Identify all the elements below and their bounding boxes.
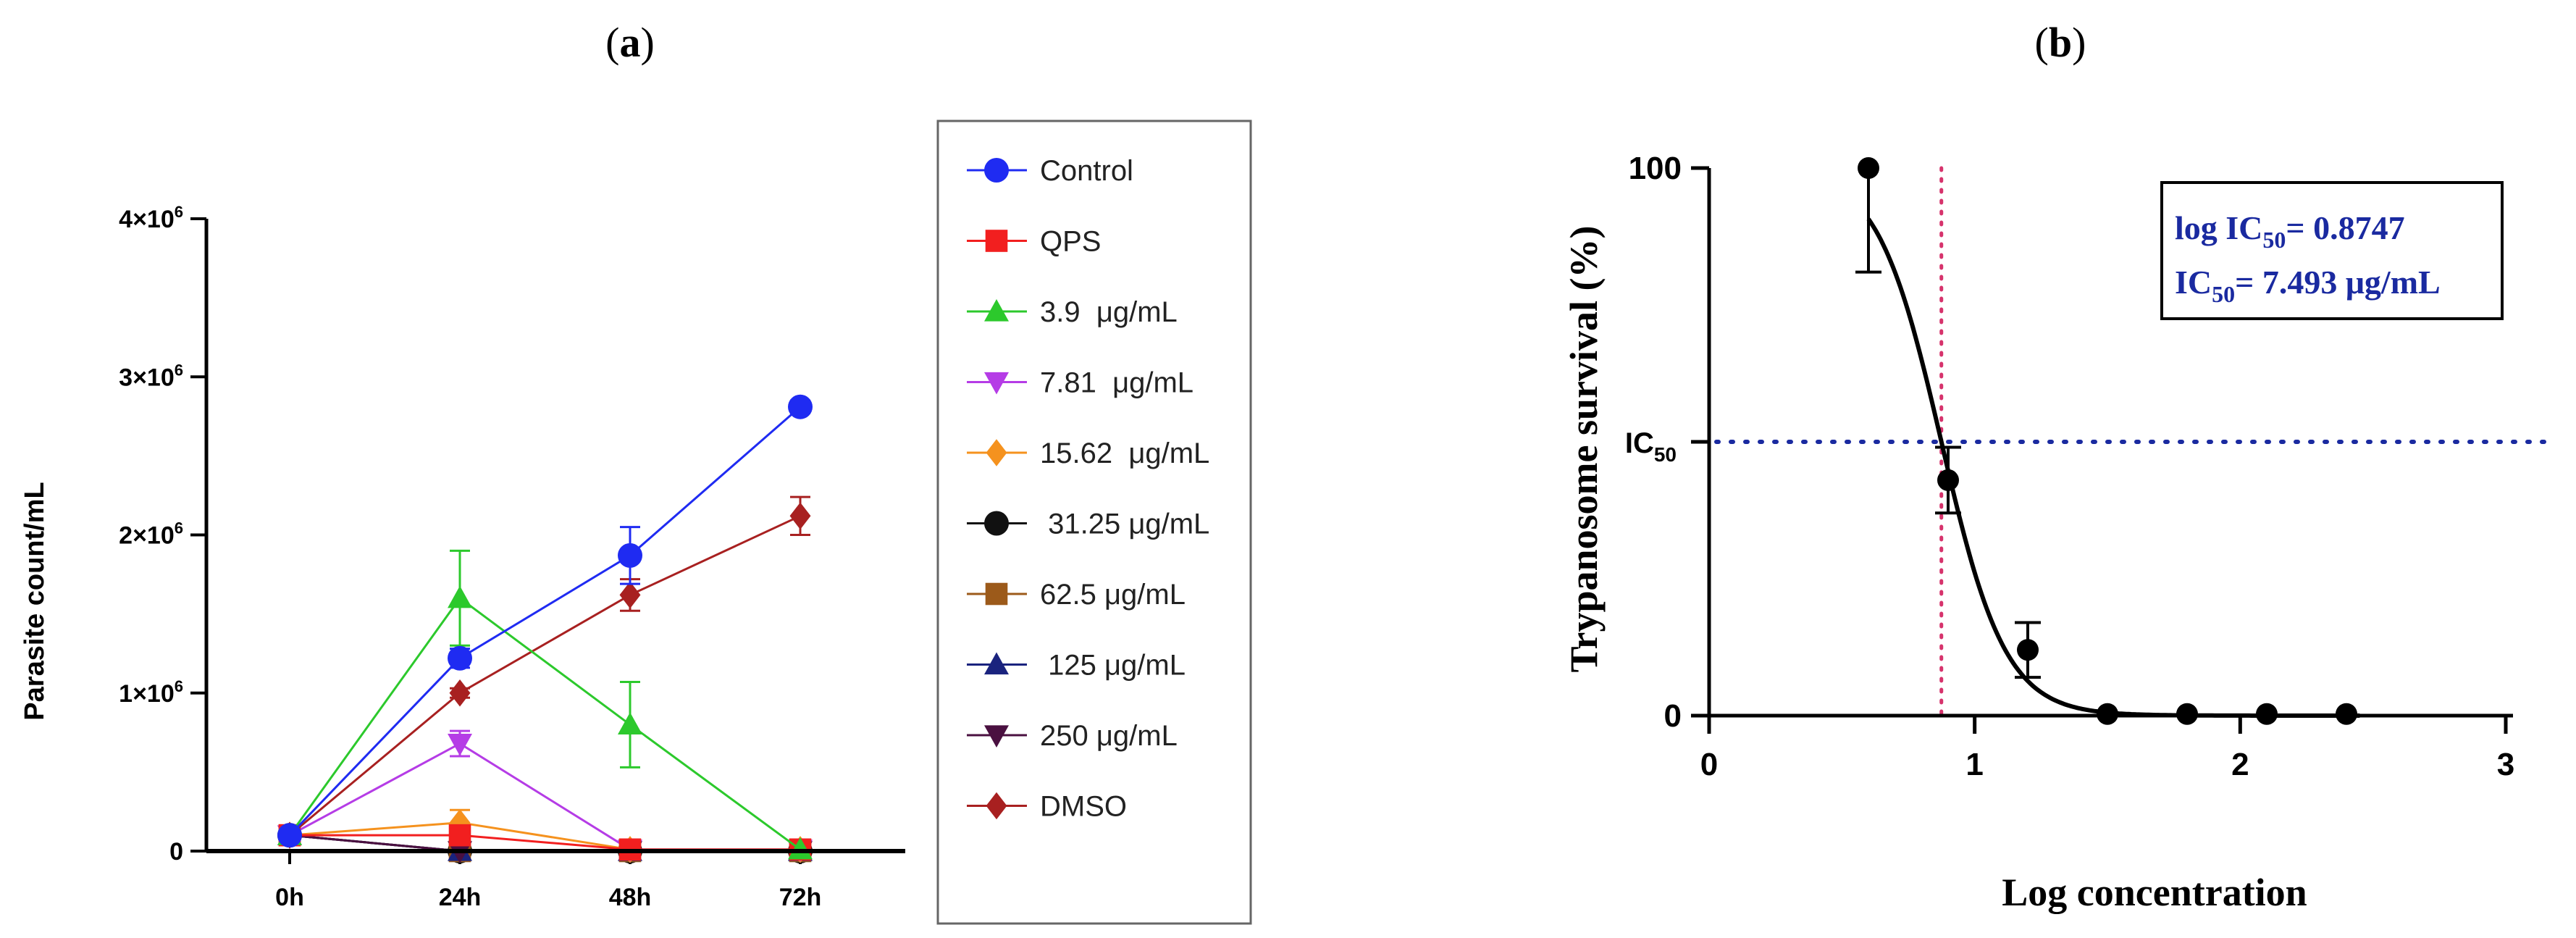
- data-point: [618, 712, 642, 734]
- legend-item: 250 μg/mL: [967, 720, 1178, 752]
- chart-a-ylabel: Parasite count/mL: [20, 482, 50, 720]
- data-point-group: [2015, 621, 2041, 679]
- x-tick-label: 24h: [439, 884, 482, 911]
- legend-label: 31.25 μg/mL: [1040, 508, 1209, 540]
- y-tick-label: 3×106: [119, 361, 183, 391]
- x-tick-label: 0: [1700, 747, 1718, 782]
- chart-a-legend: Control QPS 3.9 μg/mL 7.81 μg/mL 15.62 μg/mL…: [936, 120, 1252, 925]
- x-tick-label: 3: [2497, 747, 2514, 782]
- data-point-group: [1935, 445, 1961, 515]
- chart-b: Trypanosome survival (%) Log concentrati…: [1562, 151, 2559, 914]
- x-tick-label: 0h: [275, 884, 304, 911]
- chart-b-xlabel: Log concentration: [2002, 871, 2307, 914]
- y-tick-label: 2×106: [119, 519, 183, 550]
- legend-item: 3.9 μg/mL: [967, 296, 1178, 328]
- data-point: [789, 502, 811, 530]
- legend-item: 31.25 μg/mL: [967, 508, 1209, 540]
- ic50-annotation: log IC50= 0.8747 IC50= 7.493 μg/mL: [2160, 181, 2504, 320]
- x-tick-label: 2: [2231, 747, 2249, 782]
- panel-a-label: (a): [605, 19, 655, 66]
- legend-item: 125 μg/mL: [967, 650, 1186, 682]
- y-tick-label: 0: [169, 838, 183, 866]
- panel-b-label: (b): [2035, 19, 2086, 66]
- y-tick-label: 4×106: [119, 203, 183, 233]
- legend-marker: [985, 582, 1008, 606]
- chart-b-ic50-axis-label: IC50: [1625, 427, 1677, 466]
- data-point: [448, 824, 471, 847]
- legend-marker: [984, 652, 1009, 675]
- data-point: [449, 809, 471, 837]
- data-point: [788, 837, 813, 860]
- log-ic50-text: log IC50= 0.8747: [2175, 209, 2405, 253]
- y-tick-label: 1×106: [119, 677, 183, 708]
- data-point: [2017, 639, 2039, 661]
- y-tick-label: 0: [1664, 698, 1682, 734]
- legend-label: 62.5 μg/mL: [1040, 579, 1186, 611]
- data-point: [1858, 157, 1879, 179]
- data-point: [448, 645, 472, 671]
- legend-label: 15.62 μg/mL: [1040, 437, 1209, 469]
- data-point: [1937, 469, 1959, 491]
- data-point: [448, 585, 472, 608]
- data-point: [277, 823, 302, 848]
- series-line: [288, 596, 801, 851]
- series-0: [277, 394, 813, 848]
- data-point: [619, 581, 641, 609]
- ic50-annotation-box: [2160, 181, 2504, 320]
- data-point: [788, 394, 813, 419]
- data-point-group: [1855, 157, 1881, 274]
- data-point: [449, 679, 471, 707]
- legend-marker: [984, 299, 1009, 322]
- x-tick-label: 72h: [779, 884, 822, 911]
- legend-marker: [985, 230, 1008, 252]
- legend-label: 125 μg/mL: [1040, 650, 1186, 682]
- series-line: [288, 406, 801, 837]
- legend-marker: [984, 511, 1009, 536]
- x-tick-label: 1: [1965, 747, 1983, 782]
- legend-label: DMSO: [1040, 791, 1127, 823]
- legend-marker: [984, 372, 1009, 395]
- legend-marker: [986, 439, 1007, 466]
- legend-marker: [984, 158, 1009, 183]
- legend-marker: [984, 725, 1009, 748]
- legend-label: QPS: [1040, 226, 1101, 258]
- y-tick-label: 100: [1629, 151, 1682, 186]
- ic50-value-text: IC50= 7.493 μg/mL: [2175, 264, 2441, 307]
- legend-label: 250 μg/mL: [1040, 720, 1178, 752]
- legend-label: 7.81 μg/mL: [1040, 367, 1193, 399]
- legend-label: Control: [1040, 155, 1133, 187]
- chart-a: Parasite count/mL 01×1062×1063×1064×106 …: [20, 203, 905, 911]
- chart-b-ylabel: Trypanosome survival (%): [1562, 226, 1606, 673]
- x-tick-label: 48h: [609, 884, 652, 911]
- series-2: [277, 549, 813, 860]
- legend-item: 62.5 μg/mL: [967, 579, 1186, 611]
- data-point: [618, 543, 642, 568]
- series-line: [289, 742, 800, 851]
- legend-item: 7.81 μg/mL: [967, 367, 1193, 399]
- legend-item: 15.62 μg/mL: [967, 437, 1209, 469]
- data-point: [448, 733, 472, 756]
- legend-marker: [986, 792, 1007, 820]
- legend-label: 3.9 μg/mL: [1040, 296, 1178, 328]
- legend-item: QPS: [967, 226, 1101, 258]
- legend-item: DMSO: [967, 791, 1127, 823]
- legend-item: Control: [967, 155, 1133, 187]
- series-line: [289, 514, 801, 837]
